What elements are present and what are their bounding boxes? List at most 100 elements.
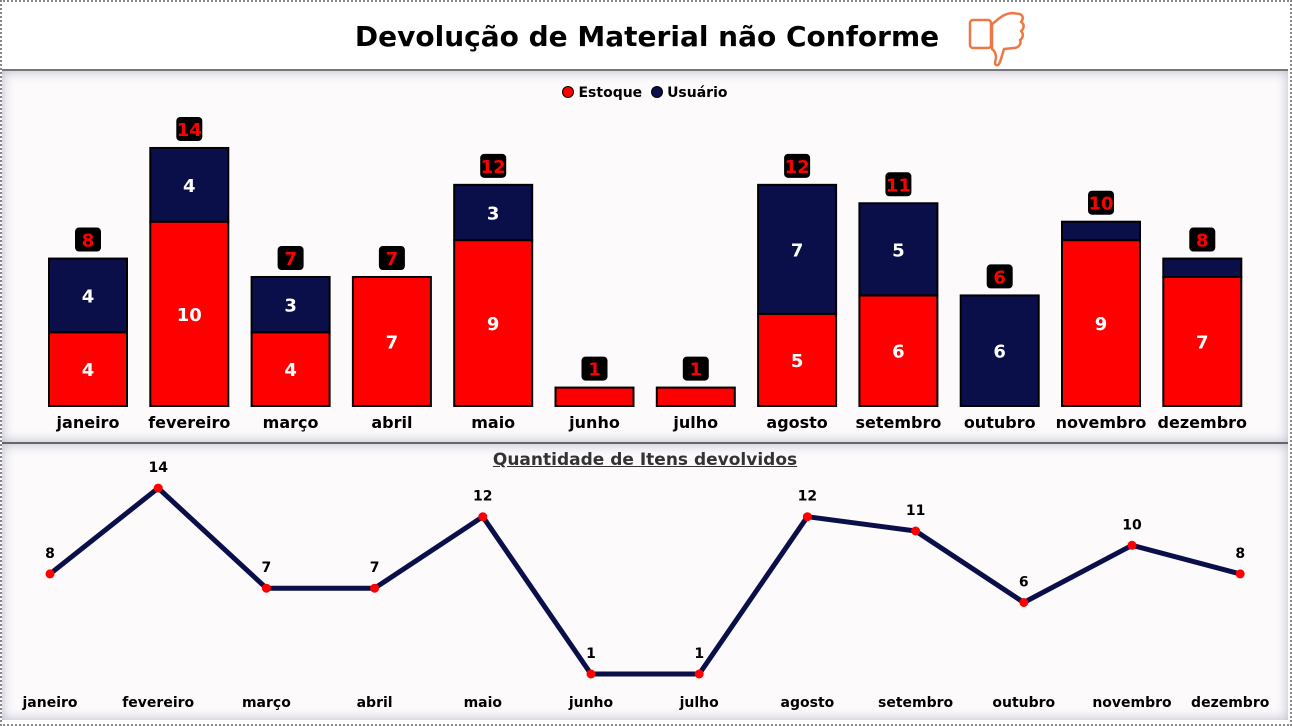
total-label-box xyxy=(176,116,203,141)
data-label: 1 xyxy=(586,646,596,662)
x-tick-label: maio xyxy=(471,413,515,432)
data-point xyxy=(370,583,380,593)
bar-value-label: 4 xyxy=(284,360,297,381)
data-point xyxy=(153,483,163,493)
legend-item-estoque[interactable]: Estoque xyxy=(562,85,642,101)
bar-value-label: 7 xyxy=(386,332,399,353)
bar-value-label: 9 xyxy=(487,314,500,335)
bar-estoque xyxy=(858,294,939,407)
x-tick-label: junho xyxy=(568,413,620,432)
total-label-box xyxy=(885,172,912,197)
series-line xyxy=(48,485,1241,677)
data-label: 1 xyxy=(694,646,704,662)
total-label: 7 xyxy=(386,249,399,270)
stacked-bar-chart: Estoque Usuário 4 4 8 janeiro 10 4 14 fevereiro… xyxy=(2,71,1288,444)
x-tick-label: maio xyxy=(464,695,503,711)
total-label: 11 xyxy=(886,175,911,196)
data-label: 10 xyxy=(1122,517,1142,533)
line-plot-area: 8 janeiro 14 fevereiro 7 março 7 abril 12 maio 1 ju… xyxy=(21,460,1270,711)
data-label: 14 xyxy=(148,460,168,476)
x-tick-label: setembro xyxy=(855,413,941,432)
x-tick-label: fevereiro xyxy=(148,413,230,432)
total-label-box xyxy=(1088,190,1114,215)
bar-value-label: 7 xyxy=(791,240,804,261)
x-tick-label: outubro xyxy=(964,413,1036,432)
data-point xyxy=(1127,540,1137,550)
data-point xyxy=(45,569,55,579)
data-label: 12 xyxy=(798,489,817,505)
bar-value-label: 4 xyxy=(82,286,95,307)
bar-value-label: 9 xyxy=(1095,314,1108,335)
x-tick-label: novembro xyxy=(1056,413,1147,432)
bar-value-label: 5 xyxy=(892,240,905,261)
x-tick-label: abril xyxy=(357,695,393,711)
bar-value-label: 7 xyxy=(1196,332,1209,353)
thumbs-down-icon xyxy=(968,11,1025,67)
legend-marker-usuario xyxy=(651,86,664,98)
data-label: 7 xyxy=(262,560,272,576)
bar-estoque xyxy=(1162,275,1243,407)
x-tick-label: setembro xyxy=(878,695,954,711)
legend-label: Estoque xyxy=(578,85,643,101)
legend-item-usuario[interactable]: Usuário xyxy=(651,85,728,101)
bar-estoque xyxy=(655,386,736,408)
bar-estoque xyxy=(554,386,635,408)
bar-estoque xyxy=(250,331,331,407)
x-tick-label: março xyxy=(263,413,319,432)
bar-estoque xyxy=(453,239,534,407)
bar-usuario xyxy=(858,202,939,297)
bar-value-label: 5 xyxy=(791,351,804,372)
bar-usuario xyxy=(149,146,230,223)
total-label: 8 xyxy=(82,231,95,252)
data-point xyxy=(694,669,704,679)
total-label-box xyxy=(1189,227,1216,252)
data-label: 6 xyxy=(1019,575,1029,591)
data-label: 11 xyxy=(906,503,925,519)
x-tick-label: abril xyxy=(371,413,412,432)
total-label: 1 xyxy=(588,360,601,381)
bar-usuario xyxy=(1061,220,1141,242)
total-label-box xyxy=(784,153,811,178)
bar-estoque xyxy=(351,275,432,407)
header: Devolução de Material não Conforme xyxy=(2,2,1288,71)
bar-usuario xyxy=(959,294,1040,407)
bar-usuario xyxy=(757,183,838,315)
bar-estoque xyxy=(149,220,230,407)
data-point xyxy=(802,512,812,522)
x-tick-label: outubro xyxy=(992,695,1055,711)
total-label: 12 xyxy=(481,157,506,178)
x-tick-label: junho xyxy=(568,695,614,711)
total-label-box xyxy=(277,245,304,270)
legend-marker-estoque xyxy=(562,86,575,98)
legend-label: Usuário xyxy=(667,85,728,101)
x-tick-label: julho xyxy=(679,695,720,711)
total-label-box xyxy=(986,264,1013,289)
line-chart: Quantidade de Itens devolvidos 8 janeiro 1… xyxy=(2,444,1288,720)
bar-value-label: 3 xyxy=(284,296,297,317)
bar-plot-area: 4 4 8 janeiro 10 4 14 fevereiro 4 3 7 março 7 7 abril 9… xyxy=(48,116,1247,432)
x-tick-label: dezembro xyxy=(1191,695,1270,711)
x-tick-label: fevereiro xyxy=(122,695,194,711)
bar-value-label: 6 xyxy=(993,342,1006,363)
page-title: Devolução de Material não Conforme xyxy=(354,20,940,53)
total-label: 1 xyxy=(690,360,703,381)
bar-usuario xyxy=(250,275,331,334)
bar-value-label: 4 xyxy=(82,360,95,381)
total-label: 7 xyxy=(284,249,297,270)
bar-value-label: 3 xyxy=(487,203,500,224)
total-label: 10 xyxy=(1088,194,1113,215)
total-label: 6 xyxy=(993,267,1006,288)
x-tick-label: agosto xyxy=(766,413,827,432)
x-tick-label: janeiro xyxy=(21,695,77,711)
data-point xyxy=(1019,598,1029,607)
total-label-box xyxy=(581,356,608,381)
data-point xyxy=(911,526,921,536)
data-label: 12 xyxy=(473,489,492,505)
bar-estoque xyxy=(757,312,838,408)
data-label: 7 xyxy=(370,560,380,576)
x-tick-label: agosto xyxy=(781,695,835,711)
x-tick-label: dezembro xyxy=(1158,413,1247,432)
bar-value-label: 6 xyxy=(892,342,905,363)
bar-value-label: 10 xyxy=(177,305,202,326)
total-label-box xyxy=(378,245,405,270)
